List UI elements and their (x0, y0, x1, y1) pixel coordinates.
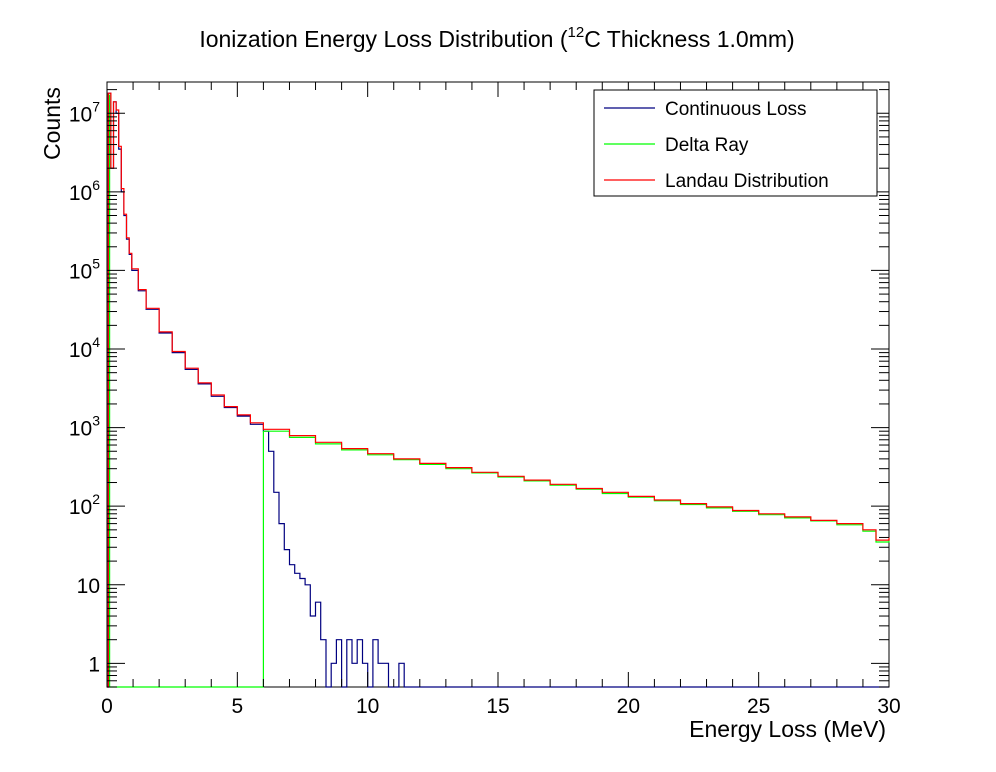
y-tick-label: 10 (77, 575, 100, 598)
legend-label: Delta Ray (665, 135, 749, 156)
y-axis-title: Counts (39, 87, 65, 160)
y-tick-label: 104 (69, 334, 100, 362)
x-tick-label: 30 (877, 695, 900, 718)
x-tick-label: 0 (101, 695, 113, 718)
legend: Continuous Loss Delta Ray Landau Distribut… (593, 89, 878, 197)
legend-label: Continuous Loss (665, 99, 807, 120)
series-layer (107, 92, 890, 688)
y-tick-label: 102 (69, 491, 100, 519)
y-tick-label: 1 (88, 653, 100, 676)
y-tick-label: 105 (69, 255, 100, 283)
x-tick-label: 5 (231, 695, 243, 718)
x-tick-label: 25 (747, 695, 770, 718)
chart-title: Ionization Energy Loss Distribution (12C… (199, 24, 794, 52)
series-landau-distribution (107, 92, 890, 688)
x-axis: 0 5 10 15 20 25 30 (101, 82, 901, 718)
y-tick-label: 107 (69, 98, 100, 126)
y-axis: 1 10 102 103 104 105 106 107 (69, 89, 889, 688)
legend-label: Landau Distribution (665, 171, 829, 192)
x-tick-label: 15 (486, 695, 509, 718)
y-tick-label: 106 (69, 177, 100, 205)
x-axis-title: Energy Loss (MeV) (689, 716, 886, 742)
x-tick-label: 20 (617, 695, 640, 718)
y-tick-label: 103 (69, 413, 100, 441)
x-tick-label: 10 (356, 695, 379, 718)
